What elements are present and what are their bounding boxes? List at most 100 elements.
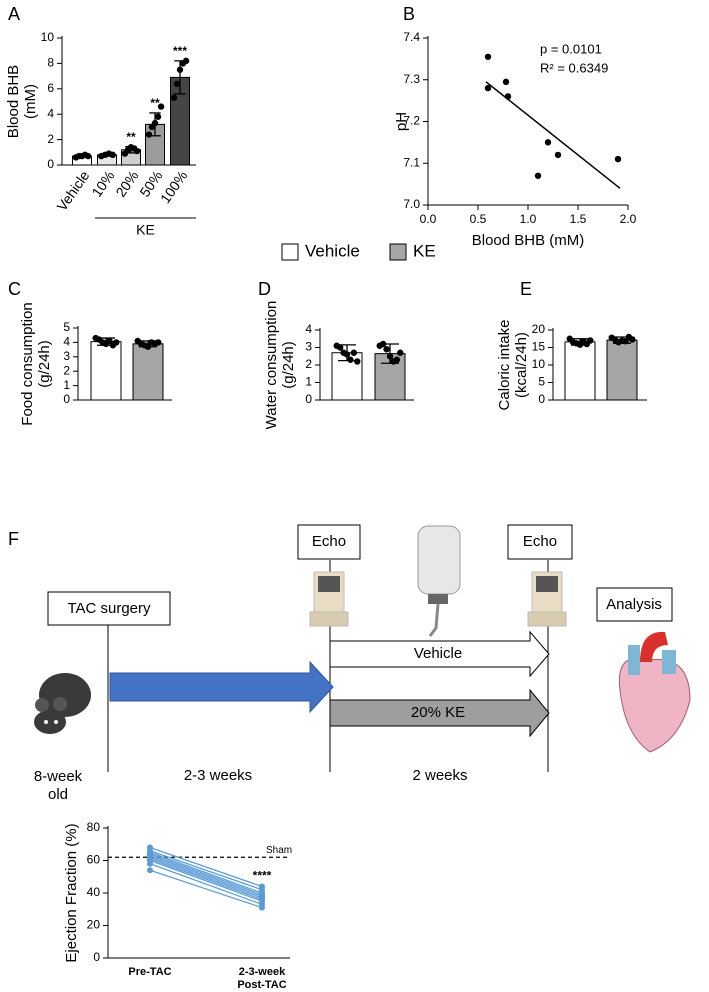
y-tick-label: 7.4 [403,30,420,44]
x-tick-label: 0.5 [470,212,487,226]
y-tick-label: 2 [305,357,312,371]
series-line [149,846,263,888]
y-tick-label: 20 [87,918,101,932]
y-axis-label: (g/24h) [36,340,53,388]
legend-swatch [389,243,407,261]
y-tick-label: 20 [532,322,546,336]
data-point [587,337,594,344]
start-label: old [48,786,68,803]
y-axis-label: (kcal/24h) [513,332,530,398]
y-tick-label: 6 [47,81,54,95]
data-point [386,353,394,360]
significance-label: ** [126,130,136,144]
significance-label: ** [150,96,160,110]
data-point [109,151,116,159]
data-point [154,113,162,120]
bar [606,339,638,401]
y-tick-label: 15 [532,340,546,354]
y-tick-label: 4 [63,335,70,349]
data-point [554,151,562,159]
data-point [176,66,184,73]
box [596,587,673,622]
data-point [336,344,344,351]
data-point [84,152,92,160]
legend-label: Vehicle [305,241,360,260]
y-tick-label: 80 [87,820,101,834]
series-line [149,855,263,897]
x-tick-label: 100% [157,168,191,207]
data-point [347,356,354,363]
heart-icon [618,631,691,753]
y-tick-label: 5 [63,320,70,334]
series-line [149,851,263,894]
y-axis-label: Ejection Fraction (%) [63,823,80,962]
panel-letter: B [403,4,415,24]
group-label: KE [136,222,155,238]
data-point [484,84,492,92]
y-axis-label: Water consumption [263,301,280,430]
legend-label: KE [413,241,436,260]
x-tick-label: 2.0 [620,212,637,226]
y-tick-label: 7.2 [403,114,420,128]
data-point [155,339,162,346]
data-point [534,172,542,179]
legend-swatch [281,243,299,261]
y-tick-label: 2 [47,132,54,146]
y-axis-label: Blood BHB [5,65,22,138]
panel-letter: A [8,4,20,24]
data-point [354,358,361,365]
panel-letter: C [8,279,21,299]
box-label: Echo [523,533,557,550]
y-tick-label: 5 [538,375,545,389]
bar [90,341,122,401]
x-tick-label: Vehicle [53,168,92,214]
data-point [106,337,113,345]
series-line [149,856,263,899]
y-tick-label: 60 [87,853,101,867]
data-point [397,349,404,356]
panel-letter: E [520,279,532,299]
x-tick-label: Pre-TAC [128,966,171,978]
y-axis-label: pH [393,112,410,131]
series-line [149,850,263,891]
y-tick-label: 0 [47,157,54,171]
x-axis-label: Blood BHB (mM) [472,232,585,249]
y-tick-label: 0 [93,950,100,964]
y-tick-label: 4 [305,322,312,336]
y-tick-label: 3 [63,349,70,363]
bar [564,341,596,401]
box-label: Echo [312,533,346,550]
box [297,524,361,560]
data-point [259,904,265,911]
series-line [149,853,263,896]
data-point [350,349,358,356]
data-point [147,867,153,874]
data-point [157,103,165,110]
annotation: R² = 0.6349 [540,60,608,75]
series-line [149,858,263,901]
y-axis-label: Caloric intake [496,320,513,411]
y-tick-label: 0 [538,392,545,406]
echo-icon [309,571,567,627]
duration-label: 2 weeks [412,767,467,784]
arrow-label: Vehicle [414,645,462,662]
panel-letter: D [258,279,271,299]
data-point [133,147,141,155]
y-tick-label: 10 [41,30,55,44]
data-point [629,336,636,343]
y-axis-label: (mM) [22,84,39,119]
data-point [502,78,510,86]
x-tick-label: 1.5 [570,212,587,226]
data-point [484,53,492,60]
y-tick-label: 3 [305,340,312,354]
data-point [383,346,390,353]
x-tick-label: Post-TAC [237,979,286,991]
data-point [182,57,190,65]
data-point [113,339,120,346]
significance-label: **** [253,869,272,883]
data-point [144,343,152,350]
series-line [149,869,263,909]
x-tick-label: 20% [112,168,141,200]
data-point [147,860,153,867]
arrow [109,660,334,714]
